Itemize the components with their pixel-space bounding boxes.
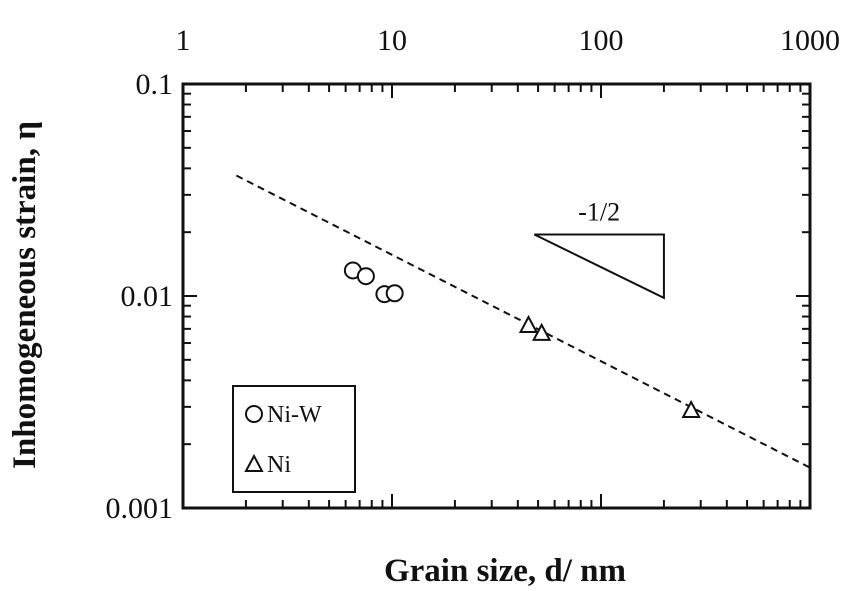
point-ni-w: [385, 284, 404, 303]
x-tick-label: 1: [176, 24, 191, 57]
axis-ticks: [183, 84, 810, 508]
x-tick-label: 10: [377, 24, 407, 57]
x-tick-label: 1000: [780, 24, 840, 57]
y-tick-label: 0.1: [136, 68, 174, 101]
y-tick-label: 0.01: [121, 280, 174, 313]
legend-box: [232, 385, 356, 493]
y-tick-labels: 0.001 0.01 0.1: [106, 68, 174, 525]
slope-annotation-group: -1/2: [533, 198, 665, 300]
data-points: [343, 261, 701, 418]
x-tick-labels: 1 10 100 1000: [176, 24, 841, 57]
legend-label: Ni: [267, 452, 291, 478]
y-tick-label: 0.001: [106, 492, 174, 525]
point-ni-w: [356, 267, 375, 286]
legend: Ni-W Ni: [232, 385, 356, 493]
legend-marker-triangle: [244, 453, 264, 472]
x-tick-label: 100: [579, 24, 624, 57]
x-axis-title: Grain size, d/ nm: [384, 553, 626, 589]
point-ni: [681, 399, 701, 418]
legend-label: Ni-W: [267, 402, 322, 428]
slope-label: -1/2: [578, 198, 620, 227]
point-ni: [518, 314, 539, 333]
point-ni: [531, 322, 552, 341]
slope-triangle: [533, 233, 665, 300]
legend-marker-circle: [245, 405, 263, 423]
y-axis-title: Inhomogeneous strain, η: [7, 121, 43, 469]
